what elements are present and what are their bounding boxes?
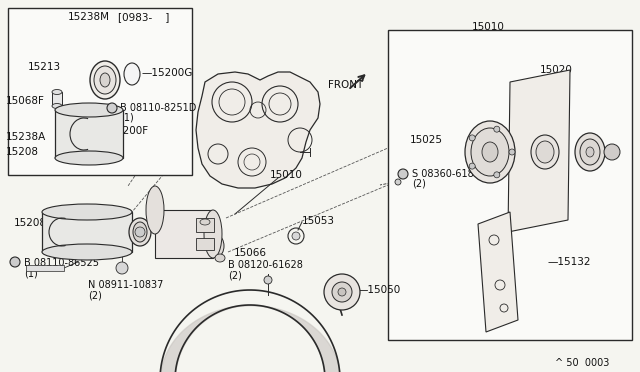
Circle shape (604, 144, 620, 160)
Bar (26, 265, 64, 271)
Ellipse shape (580, 139, 600, 165)
Ellipse shape (129, 218, 151, 246)
Circle shape (332, 282, 352, 302)
Ellipse shape (212, 236, 224, 256)
Text: —15050: —15050 (358, 285, 401, 295)
Ellipse shape (471, 128, 509, 176)
Circle shape (116, 262, 128, 274)
Circle shape (135, 227, 145, 237)
Ellipse shape (575, 133, 605, 171)
Ellipse shape (586, 147, 594, 157)
Bar (196, 218, 214, 232)
Text: (2): (2) (228, 270, 242, 280)
Text: 15028: 15028 (535, 112, 568, 122)
Ellipse shape (531, 135, 559, 169)
Ellipse shape (215, 254, 225, 262)
Ellipse shape (133, 222, 147, 242)
Bar (42, 212, 132, 252)
Text: 15025: 15025 (410, 135, 443, 145)
Text: 15010: 15010 (472, 22, 504, 32)
Ellipse shape (42, 204, 132, 220)
Text: [0983-    ]: [0983- ] (118, 12, 170, 22)
Text: S 08360-61814: S 08360-61814 (412, 169, 486, 179)
Ellipse shape (146, 186, 164, 234)
Text: —15200F: —15200F (100, 126, 149, 136)
Text: N 08911-10837: N 08911-10837 (88, 280, 163, 290)
Circle shape (509, 149, 515, 155)
Text: FRONT: FRONT (328, 80, 364, 90)
Ellipse shape (100, 73, 110, 87)
Bar (52, 92, 62, 106)
Text: 15213: 15213 (28, 62, 61, 72)
Ellipse shape (52, 103, 62, 109)
Text: B 08110-86525: B 08110-86525 (24, 258, 99, 268)
Text: —15132: —15132 (548, 257, 591, 267)
Ellipse shape (90, 61, 120, 99)
Circle shape (324, 274, 360, 310)
Circle shape (469, 163, 476, 169)
Text: 15010: 15010 (270, 170, 303, 180)
Polygon shape (196, 72, 320, 188)
Circle shape (494, 126, 500, 132)
Text: 15068F: 15068F (6, 96, 45, 106)
Ellipse shape (55, 151, 123, 165)
Ellipse shape (465, 121, 515, 183)
Text: 15238A: 15238A (6, 132, 46, 142)
Text: —15200G: —15200G (142, 68, 193, 78)
Circle shape (107, 103, 117, 113)
Ellipse shape (55, 103, 123, 117)
Text: ^ 50  0003: ^ 50 0003 (555, 358, 609, 368)
Circle shape (469, 135, 476, 141)
Bar (155, 210, 213, 258)
Ellipse shape (536, 141, 554, 163)
Text: (1): (1) (120, 113, 134, 123)
Text: B 08110-8251D: B 08110-8251D (120, 103, 196, 113)
Circle shape (338, 288, 346, 296)
Circle shape (398, 169, 408, 179)
Text: 15066: 15066 (234, 248, 267, 258)
Bar (388, 30, 632, 340)
Polygon shape (508, 70, 570, 232)
Text: 15053: 15053 (302, 216, 335, 226)
Ellipse shape (52, 90, 62, 94)
Ellipse shape (482, 142, 498, 162)
Text: (1): (1) (24, 268, 38, 278)
Text: B 08120-61628: B 08120-61628 (228, 260, 303, 270)
Text: 15020: 15020 (540, 65, 573, 75)
Ellipse shape (204, 210, 222, 258)
Text: 15208: 15208 (14, 218, 47, 228)
Ellipse shape (200, 219, 210, 225)
Text: (2): (2) (88, 290, 102, 300)
Circle shape (395, 179, 401, 185)
Bar (8, 8, 192, 175)
Circle shape (494, 172, 500, 178)
Ellipse shape (94, 66, 116, 94)
Circle shape (292, 232, 300, 240)
Bar (196, 238, 214, 250)
Text: 15208: 15208 (6, 147, 39, 157)
Circle shape (10, 257, 20, 267)
Ellipse shape (42, 244, 132, 260)
Ellipse shape (124, 63, 140, 85)
Circle shape (264, 276, 272, 284)
Polygon shape (478, 212, 518, 332)
Text: 15238M: 15238M (68, 12, 110, 22)
Bar (55, 110, 123, 158)
Text: (2): (2) (412, 179, 426, 189)
